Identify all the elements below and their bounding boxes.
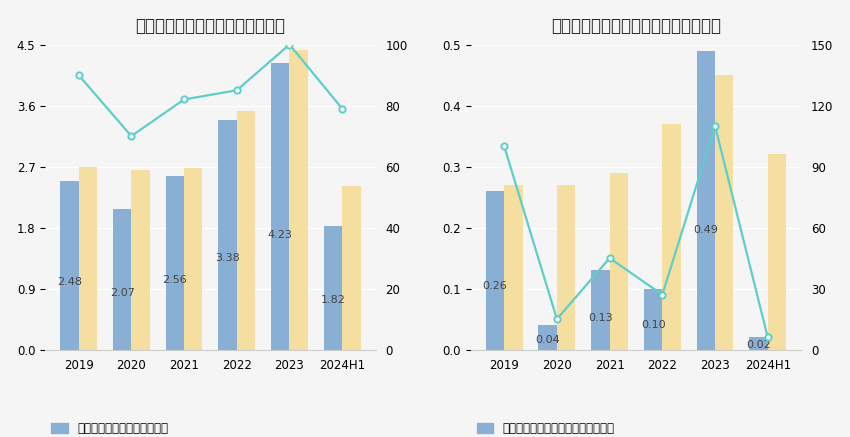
Bar [166,176,184,350]
Bar [237,111,255,350]
Bar [290,50,308,350]
Bar [644,288,662,350]
Text: 0.26: 0.26 [483,281,507,291]
Bar [538,325,557,350]
Bar [271,63,290,350]
Text: 0.10: 0.10 [641,320,666,330]
Bar [113,209,132,350]
Bar [184,168,202,350]
Bar [324,226,343,350]
Text: 0.13: 0.13 [588,313,613,323]
Bar [591,271,609,350]
Bar [132,170,150,350]
Bar [485,191,504,350]
Text: 0.04: 0.04 [536,335,560,345]
Bar [504,185,523,350]
Text: 2.48: 2.48 [57,277,82,288]
Bar [343,186,360,350]
Bar [768,154,786,350]
Text: 2.56: 2.56 [162,275,187,285]
Bar [697,51,715,350]
Text: 3.38: 3.38 [215,253,240,263]
Text: 0.02: 0.02 [746,340,771,350]
Bar [609,173,628,350]
Bar [218,121,237,350]
Bar [78,166,97,350]
Bar [750,337,768,350]
Bar [715,75,734,350]
Text: 2.07: 2.07 [110,288,134,298]
Text: 0.49: 0.49 [694,225,718,235]
Text: 1.82: 1.82 [320,295,345,305]
Bar [662,124,681,350]
Bar [60,181,78,350]
Bar [557,185,575,350]
Title: 历年经营现金流入、营业收入情况: 历年经营现金流入、营业收入情况 [135,17,286,35]
Title: 历年经营现金流净额、归母净利润情况: 历年经营现金流净额、归母净利润情况 [551,17,721,35]
Text: 4.23: 4.23 [268,230,292,240]
